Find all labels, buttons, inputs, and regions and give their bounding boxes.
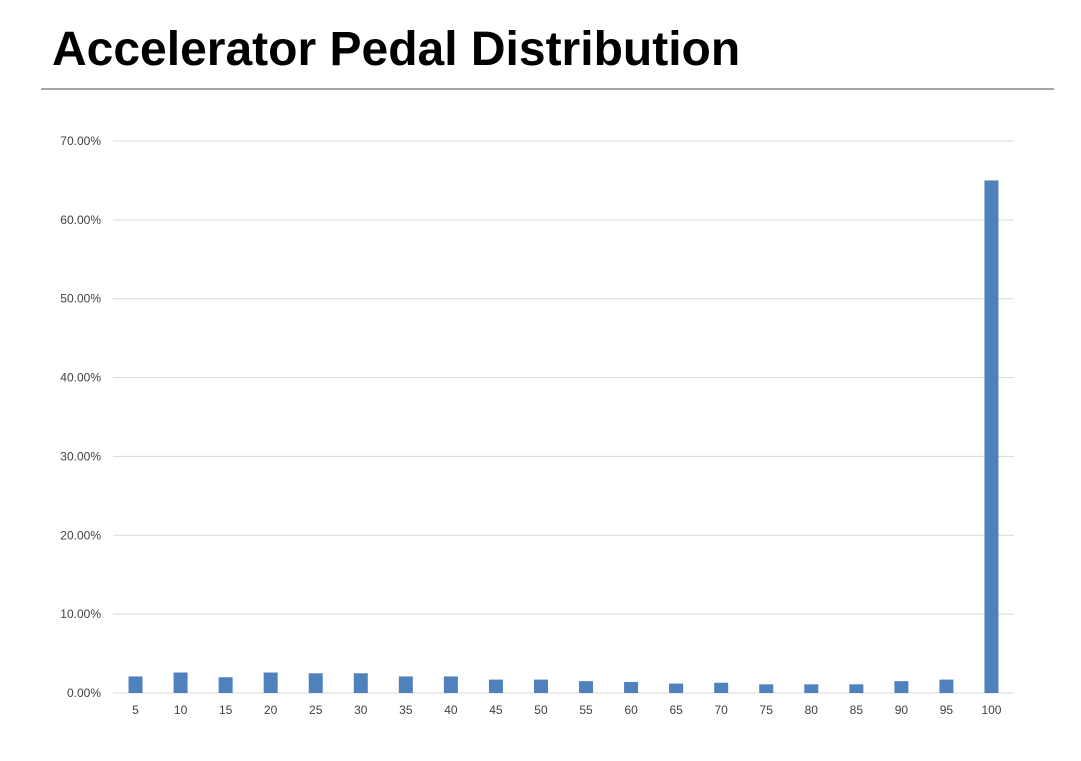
x-tick-label: 65 <box>669 703 683 717</box>
bar-series <box>128 180 999 693</box>
x-tick-label: 10 <box>174 703 188 717</box>
x-tick-label: 30 <box>354 703 368 717</box>
y-tick-label: 0.00% <box>67 686 101 700</box>
bar-55 <box>579 681 594 693</box>
y-tick-label: 70.00% <box>60 134 101 148</box>
x-tick-label: 50 <box>534 703 548 717</box>
bar-95 <box>939 679 954 693</box>
x-tick-label: 25 <box>309 703 323 717</box>
x-tick-label: 80 <box>805 703 819 717</box>
x-tick-label: 60 <box>624 703 638 717</box>
x-tick-label: 20 <box>264 703 278 717</box>
bar-20 <box>263 672 278 693</box>
y-axis-tick-labels: 0.00% 10.00% 20.00% 30.00% 40.00% 50.00% 60.00… <box>60 134 101 700</box>
bar-50 <box>533 679 548 693</box>
x-axis-tick-labels: 5 10 15 20 25 30 35 40 45 50 55 60 65 70 75 80 85 90 95 100 <box>132 703 1002 717</box>
y-tick-label: 40.00% <box>60 371 101 385</box>
x-tick-label: 35 <box>399 703 413 717</box>
bar-45 <box>488 679 503 693</box>
y-tick-label: 50.00% <box>60 292 101 306</box>
bar-90 <box>894 681 909 693</box>
bar-40 <box>443 676 458 693</box>
bar-30 <box>353 673 368 693</box>
bar-75 <box>759 684 774 693</box>
x-tick-label: 85 <box>850 703 864 717</box>
bar-65 <box>669 683 684 693</box>
x-tick-label: 70 <box>714 703 728 717</box>
x-tick-label: 45 <box>489 703 503 717</box>
bar-10 <box>173 672 188 693</box>
x-tick-label: 75 <box>760 703 774 717</box>
y-tick-label: 20.00% <box>60 528 101 542</box>
title-divider <box>41 88 1054 90</box>
bar-100 <box>984 180 999 693</box>
bar-85 <box>849 684 864 693</box>
bar-35 <box>398 676 413 693</box>
bar-80 <box>804 684 819 693</box>
bar-25 <box>308 673 323 693</box>
x-tick-label: 55 <box>579 703 593 717</box>
bar-60 <box>624 681 639 693</box>
x-tick-label: 40 <box>444 703 458 717</box>
y-tick-label: 10.00% <box>60 607 101 621</box>
y-tick-label: 30.00% <box>60 449 101 463</box>
y-tick-label: 60.00% <box>60 213 101 227</box>
page-title: Accelerator Pedal Distribution <box>52 23 741 76</box>
bar-70 <box>714 682 729 693</box>
bar-5 <box>128 676 143 693</box>
x-tick-label: 90 <box>895 703 909 717</box>
x-tick-label: 100 <box>981 703 1001 717</box>
x-tick-label: 5 <box>132 703 139 717</box>
x-tick-label: 95 <box>940 703 954 717</box>
gridlines <box>113 140 1014 694</box>
x-tick-label: 15 <box>219 703 233 717</box>
bar-15 <box>218 677 233 693</box>
